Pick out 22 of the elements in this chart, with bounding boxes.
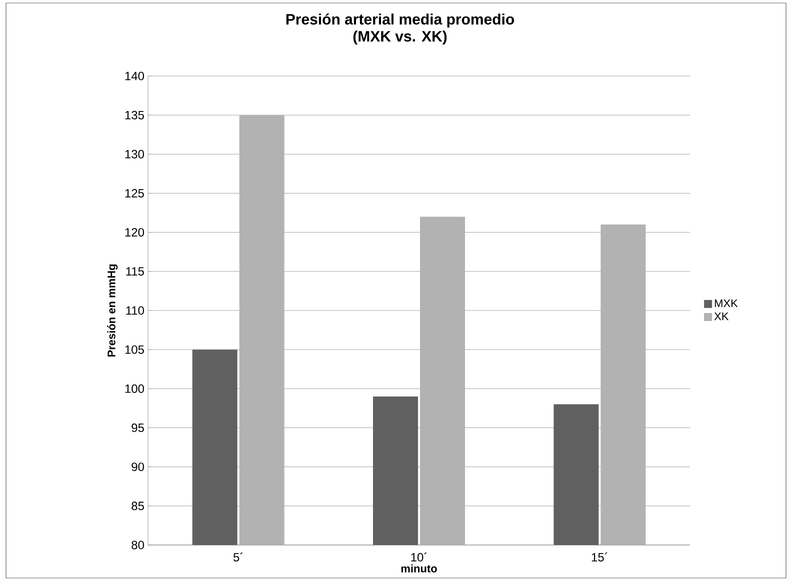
y-axis-title: Presión en mmHg [107,264,118,357]
y-tick-label: 80 [132,540,144,550]
x-tick-label: 15´ [592,552,608,562]
y-tick-label: 95 [132,424,144,432]
chart-subtitle: (MXK vs. XK) [353,30,447,45]
x-tick-label: 10´ [411,552,427,562]
y-tick-label: 100 [125,384,144,393]
chart-title: Presión arterial media promedio [286,13,514,28]
x-axis-title: minuto [401,564,437,572]
y-tick-label: 110 [126,306,144,315]
legend-label: XK [714,312,729,320]
y-tick-label: 130 [125,150,144,158]
y-tick-label: 135 [125,110,144,120]
y-tick-label: 85 [132,502,144,510]
y-tick-label: 125 [125,189,144,198]
x-tick-label: 5´ [233,552,243,562]
y-tick-label: 115 [126,267,144,276]
y-tick-label: 140 [125,72,144,80]
y-tick-label: 90 [132,462,144,472]
legend-label: MXK [714,299,738,307]
y-tick-label: 120 [125,228,144,237]
y-tick-label: 105 [125,345,144,354]
